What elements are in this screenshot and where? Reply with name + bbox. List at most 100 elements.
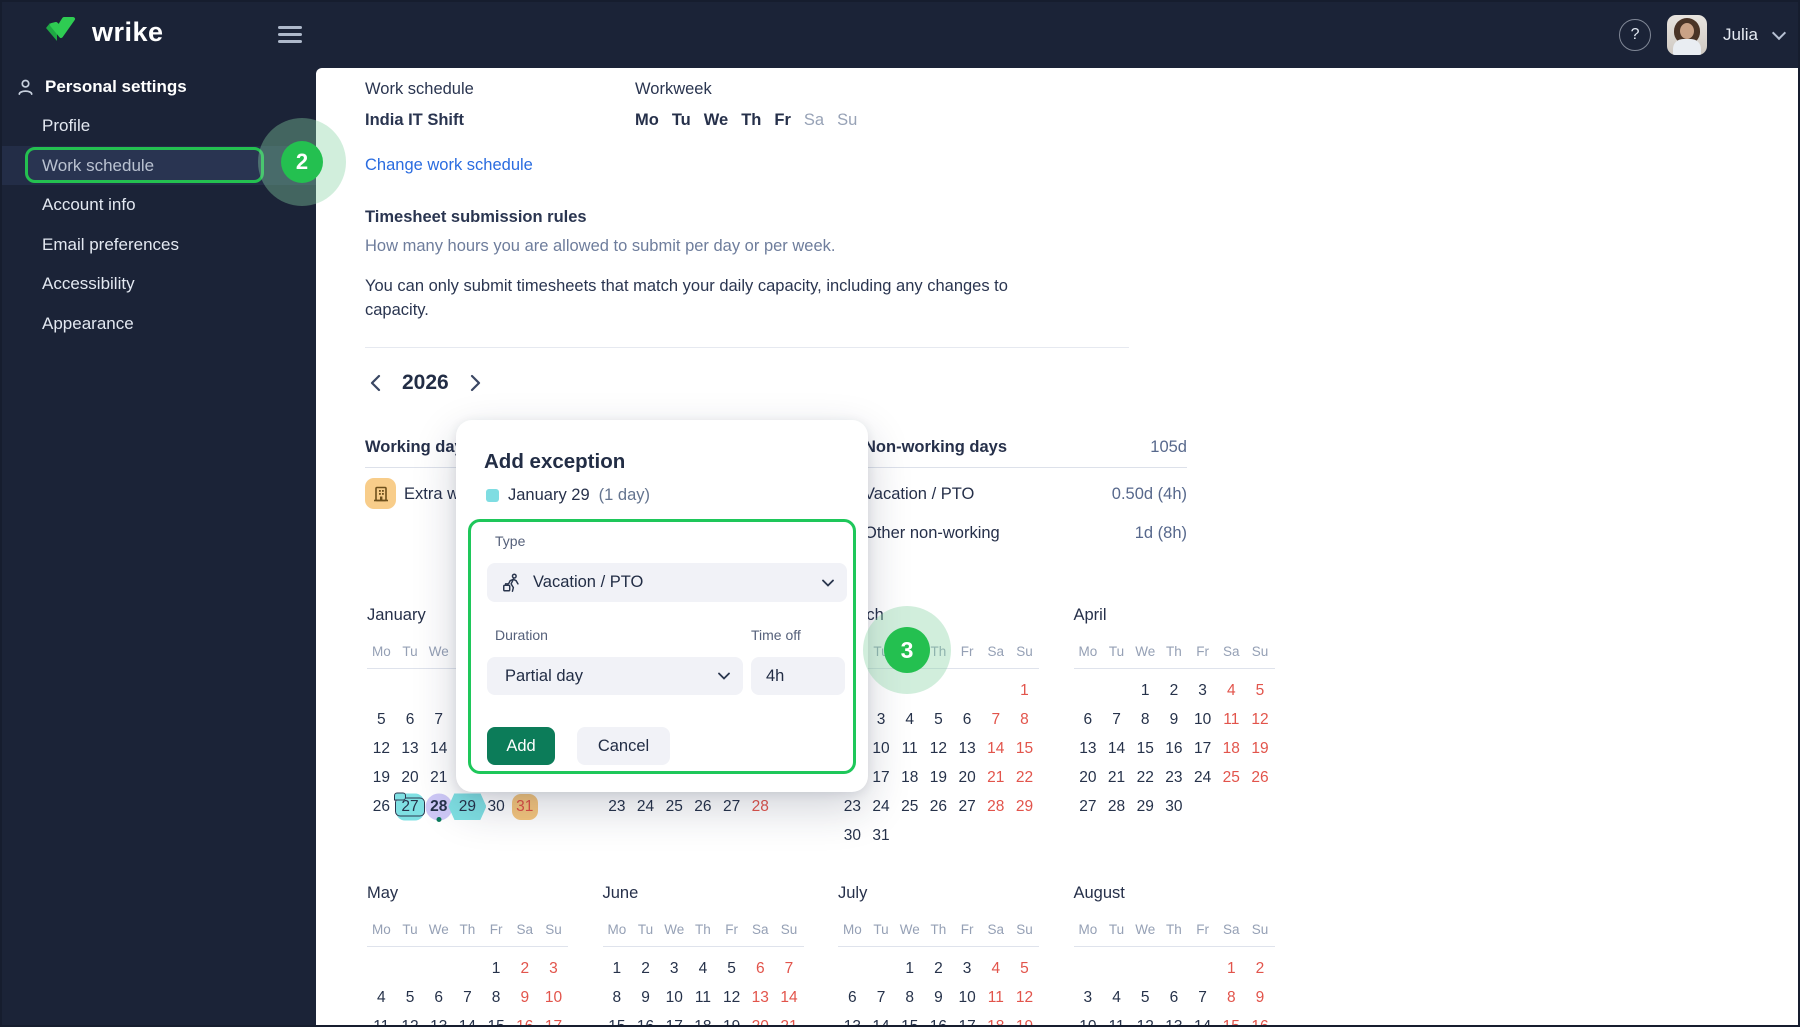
calendar-day[interactable]: 22 <box>1136 769 1154 786</box>
calendar-day[interactable]: 6 <box>405 711 415 728</box>
calendar-day[interactable]: 28 <box>424 792 453 821</box>
calendar-day[interactable]: 11 <box>901 740 918 757</box>
hamburger-menu-icon[interactable] <box>278 22 304 46</box>
calendar-day[interactable]: 3 <box>962 960 972 977</box>
calendar-day[interactable]: 5 <box>1020 960 1029 977</box>
calendar-day[interactable]: 15 <box>1015 740 1034 757</box>
calendar-day[interactable]: 15 <box>1222 1018 1240 1027</box>
calendar-day[interactable]: 24 <box>636 798 655 815</box>
calendar-day[interactable]: 16 <box>516 1018 534 1027</box>
calendar-day[interactable]: 7 <box>991 711 1001 728</box>
calendar-day[interactable]: 2 <box>1169 682 1179 699</box>
calendar-day[interactable]: 11 <box>1108 1018 1125 1027</box>
calendar-day[interactable]: 23 <box>843 798 861 815</box>
calendar-day[interactable]: 21 <box>780 1018 798 1027</box>
calendar-day[interactable]: 8 <box>491 989 501 1006</box>
calendar-day[interactable]: 14 <box>780 989 798 1006</box>
calendar-day[interactable]: 26 <box>1251 769 1269 786</box>
calendar-day[interactable]: 11 <box>987 989 1004 1006</box>
calendar-day[interactable]: 12 <box>722 989 741 1006</box>
calendar-day[interactable]: 2 <box>520 960 530 977</box>
calendar-day[interactable]: 21 <box>430 769 448 786</box>
calendar-day[interactable]: 21 <box>1107 769 1126 786</box>
calendar-day[interactable]: 3 <box>669 960 679 977</box>
calendar-day[interactable]: 16 <box>1165 740 1183 757</box>
calendar-day[interactable]: 10 <box>958 989 976 1006</box>
calendar-day[interactable]: 31 <box>510 792 539 821</box>
calendar-day[interactable]: 5 <box>405 989 415 1006</box>
calendar-day[interactable]: 28 <box>751 798 769 815</box>
calendar-day[interactable]: 22 <box>1015 769 1034 786</box>
calendar-day[interactable]: 27 <box>958 798 976 815</box>
calendar-day[interactable]: 15 <box>487 1018 505 1027</box>
calendar-day[interactable]: 25 <box>1222 769 1240 786</box>
calendar-day[interactable]: 10 <box>1079 1018 1097 1027</box>
calendar-day[interactable]: 10 <box>544 989 563 1006</box>
calendar-day[interactable]: 11 <box>694 989 711 1006</box>
calendar-day[interactable]: 5 <box>1255 682 1265 699</box>
calendar-day[interactable]: 29 <box>448 792 487 821</box>
sidebar-item-account-info[interactable]: Account info <box>42 195 136 214</box>
calendar-day[interactable]: 2 <box>934 960 943 977</box>
calendar-day[interactable]: 8 <box>1140 711 1150 728</box>
calendar-day[interactable]: 30 <box>843 827 861 844</box>
calendar-day[interactable]: 26 <box>372 798 390 815</box>
calendar-day[interactable]: 19 <box>1015 1018 1034 1027</box>
calendar-day[interactable]: 18 <box>694 1018 712 1027</box>
calendar-day[interactable]: 7 <box>784 960 794 977</box>
calendar-day[interactable]: 12 <box>1136 1018 1154 1027</box>
calendar-day[interactable]: 14 <box>458 1018 477 1027</box>
calendar-day[interactable]: 10 <box>665 989 683 1006</box>
calendar-day[interactable]: 3 <box>1083 989 1093 1006</box>
calendar-day[interactable]: 3 <box>549 960 558 977</box>
calendar-day[interactable]: 1 <box>612 960 622 977</box>
chevron-down-icon[interactable] <box>1771 25 1787 41</box>
calendar-day[interactable]: 15 <box>608 1018 626 1027</box>
wrike-logo[interactable]: wrike <box>42 15 164 49</box>
calendar-day[interactable]: 15 <box>1136 740 1154 757</box>
calendar-day[interactable]: 29 <box>1136 798 1154 815</box>
calendar-day[interactable]: 19 <box>929 769 948 786</box>
calendar-day[interactable]: 3 <box>1198 682 1207 699</box>
calendar-day[interactable]: 6 <box>1169 989 1179 1006</box>
calendar-day[interactable]: 7 <box>434 711 444 728</box>
calendar-day[interactable]: 29 <box>1015 798 1034 815</box>
calendar-day[interactable]: 28 <box>987 798 1005 815</box>
calendar-day[interactable]: 5 <box>377 711 386 728</box>
calendar-day[interactable]: 2 <box>641 960 650 977</box>
calendar-day[interactable]: 12 <box>1251 711 1269 728</box>
duration-select[interactable]: Partial day <box>487 657 743 695</box>
sidebar-item-appearance[interactable]: Appearance <box>42 313 134 333</box>
calendar-day[interactable]: 4 <box>377 989 386 1006</box>
calendar-day[interactable]: 4 <box>698 960 708 977</box>
calendar-day[interactable]: 14 <box>872 1018 890 1027</box>
calendar-day[interactable]: 6 <box>962 711 972 728</box>
calendar-day[interactable]: 27 <box>394 792 426 821</box>
calendar-day[interactable]: 9 <box>520 989 530 1006</box>
calendar-day[interactable]: 13 <box>958 740 976 757</box>
calendar-day[interactable]: 4 <box>991 960 1001 977</box>
calendar-day[interactable]: 23 <box>1165 769 1183 786</box>
calendar-day[interactable]: 20 <box>958 769 976 786</box>
calendar-day[interactable]: 6 <box>1083 711 1093 728</box>
calendar-day[interactable]: 7 <box>1198 989 1207 1006</box>
calendar-day[interactable]: 12 <box>929 740 948 757</box>
calendar-day[interactable]: 8 <box>1020 711 1029 728</box>
calendar-day[interactable]: 1 <box>491 960 501 977</box>
calendar-day[interactable]: 11 <box>1223 711 1240 728</box>
calendar-day[interactable]: 20 <box>401 769 419 786</box>
calendar-day[interactable]: 4 <box>1226 682 1236 699</box>
calendar-day[interactable]: 13 <box>843 1018 861 1027</box>
calendar-day[interactable]: 4 <box>1112 989 1121 1006</box>
calendar-day[interactable]: 2 <box>1255 960 1265 977</box>
calendar-day[interactable]: 27 <box>1079 798 1097 815</box>
calendar-day[interactable]: 1 <box>905 960 915 977</box>
calendar-day[interactable]: 17 <box>665 1018 683 1027</box>
calendar-day[interactable]: 17 <box>958 1018 976 1027</box>
calendar-day[interactable]: 13 <box>751 989 769 1006</box>
calendar-day[interactable]: 17 <box>872 769 890 786</box>
calendar-day[interactable]: 26 <box>929 798 948 815</box>
calendar-day[interactable]: 19 <box>722 1018 741 1027</box>
calendar-day[interactable]: 17 <box>544 1018 563 1027</box>
calendar-day[interactable]: 27 <box>722 798 741 815</box>
